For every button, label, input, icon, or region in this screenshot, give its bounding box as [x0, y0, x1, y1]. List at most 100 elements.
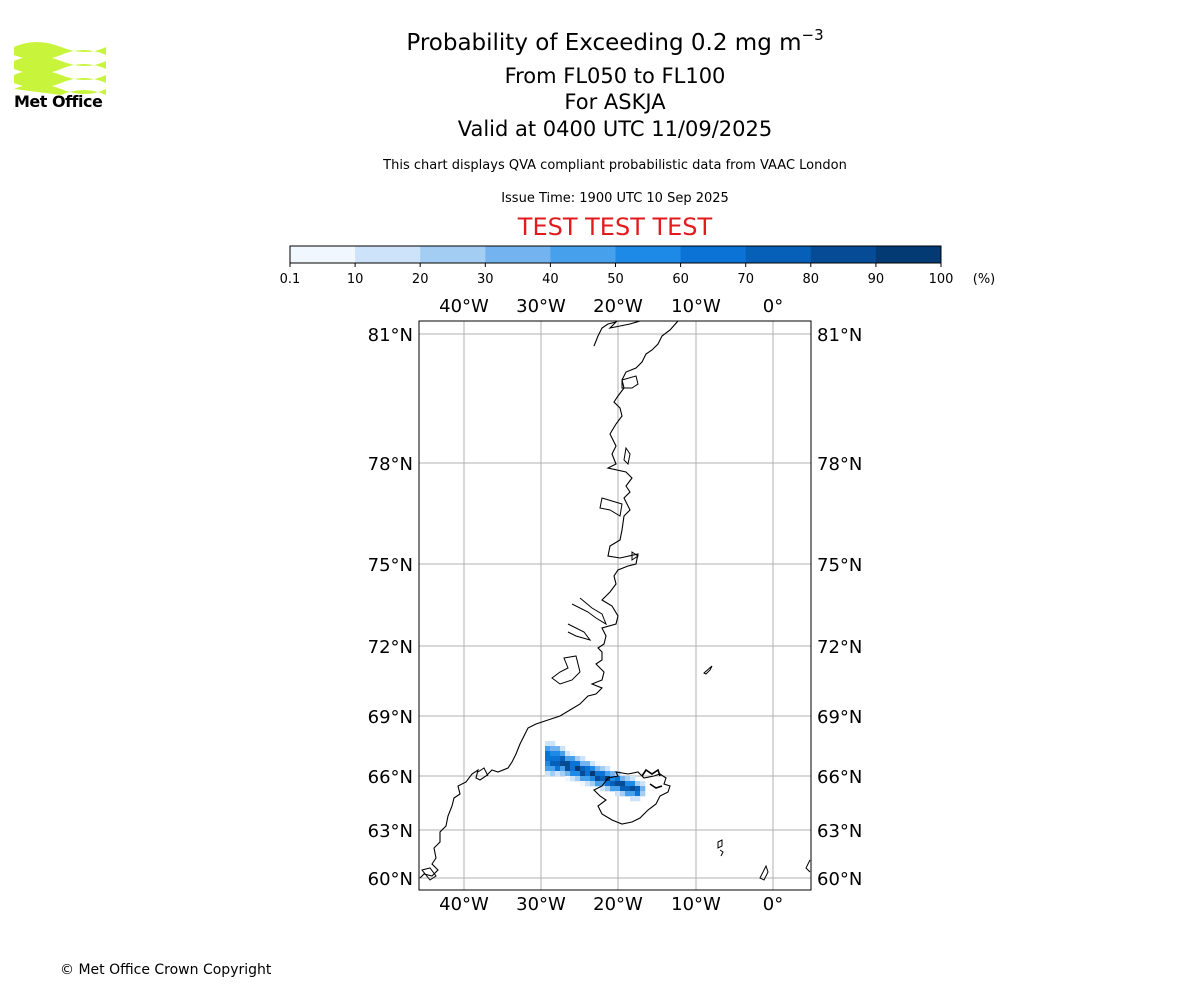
- colorbar-cell: [420, 246, 486, 263]
- probability-cell: [545, 751, 551, 757]
- probability-cell: [595, 771, 601, 777]
- probability-cell: [570, 761, 576, 767]
- probability-cell: [560, 756, 566, 762]
- probability-cell: [550, 771, 556, 777]
- longitude-label-bottom: 10°W: [671, 894, 721, 915]
- probability-cell: [570, 776, 576, 782]
- latitude-label-right: 60°N: [817, 869, 862, 890]
- probability-cell: [630, 791, 636, 797]
- colorbar-tick-label: 50: [607, 272, 624, 287]
- probability-cell: [600, 786, 606, 792]
- colorbar-cell: [875, 246, 942, 263]
- probability-cell: [625, 786, 631, 792]
- colorbar-cell: [550, 246, 616, 263]
- probability-map: 81°N 81°N 78°N 78°N 75°N 75°N 72°N 72°N 69°N 69°N…: [368, 296, 863, 915]
- latitude-label-right: 66°N: [817, 767, 862, 788]
- probability-cell: [610, 786, 616, 792]
- iceland-coastline: [593, 771, 671, 825]
- longitude-label-top: 30°W: [516, 296, 566, 317]
- probability-cell: [560, 761, 566, 767]
- faroe-islands: [717, 839, 724, 857]
- latitude-label-right: 81°N: [817, 325, 862, 346]
- latitude-label-right: 75°N: [817, 555, 862, 576]
- probability-cell: [575, 766, 581, 772]
- probability-cell: [555, 751, 561, 757]
- probability-cell: [605, 781, 611, 787]
- probability-cell: [610, 776, 616, 782]
- latitude-label-right: 63°N: [817, 821, 862, 842]
- valid-time: Valid at 0400 UTC 11/09/2025: [457, 117, 773, 141]
- colorbar-tick-label: 60: [672, 272, 689, 287]
- probability-cell: [615, 771, 621, 777]
- probability-cell: [635, 791, 641, 797]
- probability-cell: [555, 766, 561, 772]
- latitude-label-left: 60°N: [368, 869, 413, 890]
- probability-cell: [585, 771, 591, 777]
- probability-cell: [555, 756, 561, 762]
- probability-cell: [615, 781, 621, 787]
- probability-cell: [630, 776, 636, 782]
- probability-cell: [640, 791, 646, 797]
- probability-cell: [550, 751, 556, 757]
- probability-cell: [545, 766, 551, 772]
- probability-cell: [565, 751, 571, 757]
- colorbar-cell: [810, 246, 877, 263]
- probability-cell: [565, 756, 571, 762]
- colorbar-tick-label: 0.1: [280, 272, 301, 287]
- probability-cell: [580, 761, 586, 767]
- latitude-label-left: 72°N: [368, 637, 413, 658]
- probability-cell: [605, 766, 611, 772]
- longitude-label-top: 40°W: [439, 296, 489, 317]
- probability-cell: [600, 776, 606, 782]
- longitude-label-bottom: 20°W: [593, 894, 643, 915]
- map-background: [419, 321, 811, 890]
- probability-cell: [580, 766, 586, 772]
- probability-cell: [575, 756, 581, 762]
- probability-cell: [615, 786, 621, 792]
- colorbar-cell: [485, 246, 551, 263]
- probability-cell: [625, 776, 631, 782]
- logo-text: Met Office: [14, 92, 103, 111]
- longitude-label-bottom: 0°: [763, 894, 783, 915]
- probability-cell: [565, 761, 571, 767]
- probability-cell: [545, 746, 551, 752]
- probability-cell: [610, 771, 616, 777]
- issue-time: Issue Time: 1900 UTC 10 Sep 2025: [501, 191, 729, 206]
- copyright-notice: © Met Office Crown Copyright: [60, 962, 272, 978]
- probability-cell: [630, 781, 636, 787]
- probability-cell: [545, 741, 551, 747]
- latitude-label-left: 66°N: [368, 767, 413, 788]
- colorbar-tick-label: 90: [868, 272, 885, 287]
- probability-cell: [635, 796, 641, 802]
- probability-cell: [550, 746, 556, 752]
- probability-cell: [625, 791, 631, 797]
- probability-cell: [550, 741, 556, 747]
- probability-cell: [570, 766, 576, 772]
- probability-cell: [630, 786, 636, 792]
- probability-cell: [585, 781, 591, 787]
- colorbar-tick-label: 20: [412, 272, 429, 287]
- latitude-label-left: 81°N: [368, 325, 413, 346]
- probability-cell: [550, 761, 556, 767]
- probability-cell: [605, 786, 611, 792]
- probability-cell: [600, 766, 606, 772]
- longitude-label-top: 10°W: [671, 296, 721, 317]
- probability-cell: [560, 766, 566, 772]
- probability-cell: [565, 766, 571, 772]
- probability-cell: [580, 771, 586, 777]
- longitude-label-top: 20°W: [593, 296, 643, 317]
- probability-cell: [605, 771, 611, 777]
- colorbar-tick-label: 70: [737, 272, 754, 287]
- colorbar-tick-label: 100: [929, 272, 954, 287]
- colorbar-tick-label: 80: [803, 272, 820, 287]
- colorbar-tick-label: 10: [347, 272, 364, 287]
- colorbar-tick-label: 30: [477, 272, 494, 287]
- probability-cell: [630, 796, 636, 802]
- latitude-label-left: 78°N: [368, 454, 413, 475]
- probability-cell: [625, 781, 631, 787]
- probability-cell: [590, 776, 596, 782]
- latitude-label-left: 63°N: [368, 821, 413, 842]
- probability-cell: [595, 766, 601, 772]
- probability-cell: [595, 781, 601, 787]
- probability-cell: [635, 781, 641, 787]
